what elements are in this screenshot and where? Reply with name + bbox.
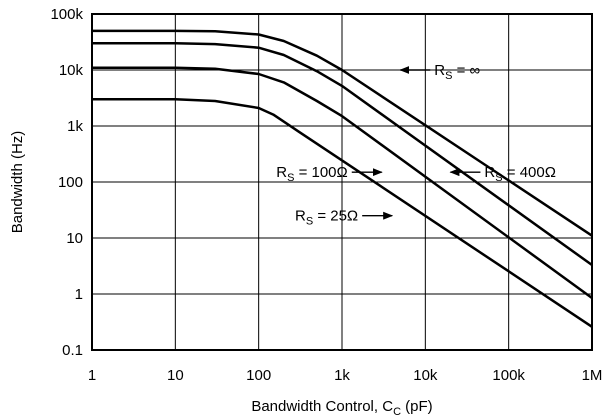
y-tick-label: 100k: [50, 6, 83, 23]
series-line-3: [92, 98, 593, 328]
annotations: RS = ∞ RS = 400Ω RS = 100Ω RS = 25Ω: [276, 62, 556, 228]
plot-frame: [91, 13, 593, 351]
x-tick-label: 10k: [413, 367, 438, 384]
annotation-label: RS = 100Ω: [276, 164, 348, 184]
y-tick-labels: 0.1 1 10 100 1k 10k 100k: [50, 6, 83, 359]
x-tick-labels: 1 10 100 1k 10k 100k 1M: [88, 367, 603, 384]
annotation-3: RS = 25Ω: [295, 208, 394, 228]
annotation-label: RS = 400Ω: [484, 164, 556, 184]
y-tick-label: 0.1: [62, 342, 83, 359]
x-axis-label: Bandwidth Control, CC (pF): [251, 398, 432, 418]
annotation-0: RS = ∞: [399, 62, 481, 82]
annotation-label: RS = ∞: [434, 62, 480, 82]
series-line-1: [92, 42, 593, 267]
x-tick-label: 1M: [582, 367, 603, 384]
y-tick-label: 10: [66, 230, 83, 247]
series-group: [92, 29, 593, 328]
series-line-2: [92, 66, 593, 300]
y-tick-label: 10k: [59, 62, 84, 79]
grid: [91, 13, 593, 351]
y-tick-label: 1: [75, 286, 83, 303]
annotation-label: RS = 25Ω: [295, 208, 358, 228]
y-axis-label: Bandwidth (Hz): [9, 131, 26, 234]
annotation-1: RS = 400Ω: [449, 164, 556, 184]
x-tick-label: 100k: [492, 367, 525, 384]
y-tick-label: 100: [58, 174, 83, 191]
x-tick-label: 1: [88, 367, 96, 384]
x-tick-label: 10: [167, 367, 184, 384]
annotation-2: RS = 100Ω: [276, 164, 383, 184]
series-line-0: [92, 29, 593, 237]
x-tick-label: 100: [246, 367, 271, 384]
x-tick-label: 1k: [334, 367, 350, 384]
y-tick-label: 1k: [67, 118, 83, 135]
